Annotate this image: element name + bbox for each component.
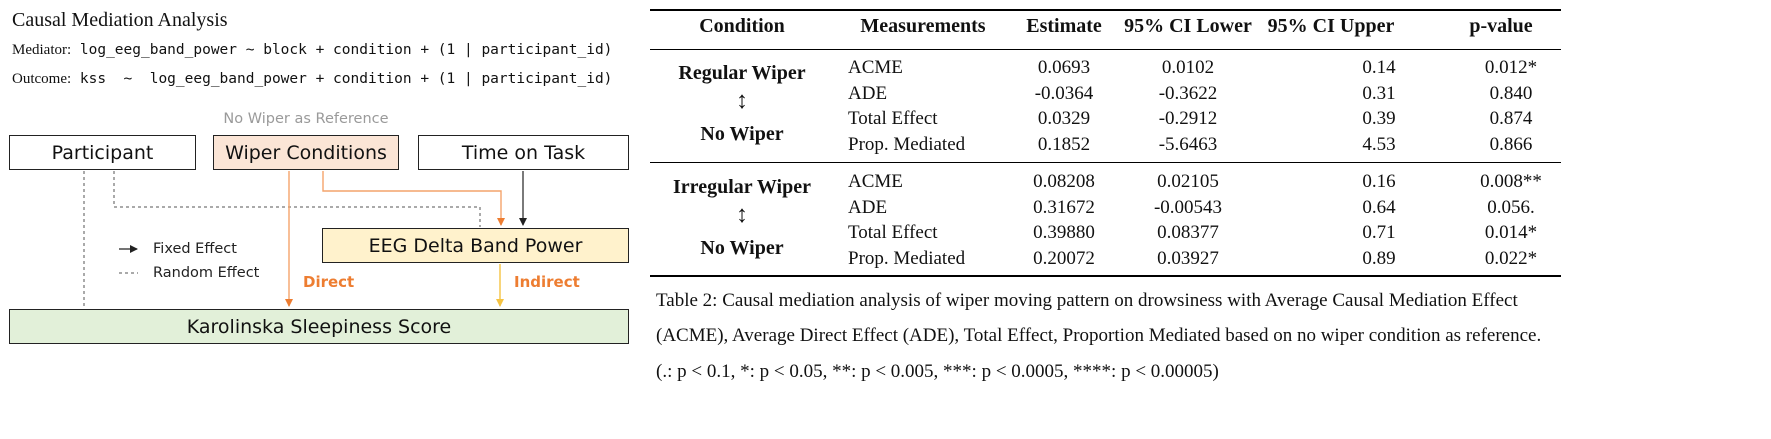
ci-upper-cell: 0.71 (1362, 222, 1396, 243)
causal-diagram-panel: Causal Mediation Analysis Mediator: log_… (0, 0, 640, 439)
p-value-cell: 0.022* (1484, 247, 1538, 269)
diagram-connectors (83, 171, 527, 308)
condition-bottom: No Wiper (700, 123, 784, 145)
ci-lower-cell: 0.0102 (1161, 57, 1215, 78)
ci-upper-cell: 0.39 (1362, 108, 1396, 129)
table-caption-line-1: Table 2: Causal mediation analysis of wi… (656, 290, 1518, 311)
ci-upper-cell: 0.64 (1362, 196, 1396, 218)
column-header: 95% CI Upper (1267, 15, 1395, 37)
estimate-cell: -0.0364 (1034, 82, 1094, 104)
ci-lower-cell: -5.6463 (1158, 133, 1218, 155)
ci-lower-cell: -0.3622 (1158, 82, 1218, 104)
p-value-cell: 0.012* (1484, 57, 1538, 78)
table-group-rule (650, 162, 1561, 163)
ci-upper-cell: 0.14 (1362, 57, 1396, 78)
p-value-cell: 0.056. (1487, 196, 1535, 218)
measurement-label: Total Effect (848, 222, 938, 243)
condition-bottom: No Wiper (700, 237, 784, 259)
table-bottom-rule (650, 275, 1561, 277)
measurement-label: Prop. Mediated (848, 247, 966, 269)
measurement-label: ADE (848, 196, 888, 218)
ci-upper-cell: 0.89 (1362, 247, 1396, 269)
ci-lower-cell: 0.08377 (1157, 222, 1219, 243)
column-header: Measurements (860, 15, 986, 37)
mediator-label: Mediator: (12, 42, 72, 58)
column-header: 95% CI Lower (1124, 15, 1252, 37)
ci-lower-cell: 0.03927 (1157, 247, 1219, 269)
indirect-path-label: Indirect (514, 273, 580, 291)
mediator-formula: Mediator: log_eeg_band_power ~ block + c… (12, 42, 612, 59)
results-table: Condition Measurements Estimate 95% CI Lowe… (650, 9, 1561, 279)
legend-fixed-effect: Fixed Effect (153, 241, 237, 257)
estimate-cell: 0.39880 (1033, 222, 1095, 243)
condition-top: Irregular Wiper (673, 176, 811, 198)
condition-top: Regular Wiper (678, 62, 806, 84)
node-participant: Participant (9, 135, 196, 170)
table-caption-line-2: (ACME), Average Direct Effect (ADE), Tot… (656, 325, 1542, 346)
estimate-cell: 0.08208 (1033, 171, 1095, 192)
estimate-cell: 0.1852 (1037, 133, 1091, 155)
wiper-to-eeg-arrow (322, 171, 505, 226)
mediator-formula-code: log_eeg_band_power ~ block + condition +… (71, 42, 613, 58)
node-eeg-delta-band-power: EEG Delta Band Power (322, 228, 629, 263)
condition-arrow: ↕ (736, 88, 748, 114)
reference-note: No Wiper as Reference (223, 111, 389, 127)
table-caption-line-3: (.: p < 0.1, *: p < 0.05, **: p < 0.005,… (656, 361, 1219, 382)
column-header: Estimate (1026, 15, 1102, 37)
estimate-cell: 0.0693 (1037, 57, 1091, 78)
column-header: Condition (699, 15, 785, 37)
outcome-formula: Outcome: kss ~ log_eeg_band_power + cond… (12, 71, 612, 88)
ci-upper-cell: 0.16 (1362, 171, 1396, 192)
direct-path-label: Direct (303, 273, 355, 291)
measurement-label: ADE (848, 82, 888, 104)
condition-arrow: ↕ (736, 202, 748, 228)
node-time-on-task: Time on Task (418, 135, 629, 170)
random-effect-participant-eeg (113, 171, 481, 227)
estimate-cell: 0.20072 (1033, 247, 1095, 269)
ci-lower-cell: -0.2912 (1158, 108, 1218, 129)
node-karolinska-sleepiness-score: Karolinska Sleepiness Score (9, 309, 629, 344)
ci-lower-cell: 0.02105 (1157, 171, 1219, 192)
node-wiper-conditions: Wiper Conditions (213, 135, 399, 170)
measurement-label: ACME (848, 171, 903, 192)
legend-random-effect: Random Effect (153, 265, 260, 281)
p-value-cell: 0.008** (1480, 171, 1542, 192)
measurement-label: Total Effect (848, 108, 938, 129)
estimate-cell: 0.31672 (1033, 196, 1095, 218)
column-header: p-value (1469, 15, 1533, 37)
measurement-label: ACME (848, 57, 903, 78)
table-header-rule (650, 49, 1561, 50)
p-value-cell: 0.840 (1489, 82, 1533, 104)
outcome-label: Outcome: (12, 71, 72, 87)
p-value-cell: 0.866 (1489, 133, 1533, 155)
estimate-cell: 0.0329 (1037, 108, 1091, 129)
outcome-formula-code: kss ~ log_eeg_band_power + condition + (… (71, 71, 613, 87)
diagram-title: Causal Mediation Analysis (12, 9, 228, 31)
ci-lower-cell: -0.00543 (1153, 196, 1223, 218)
ci-upper-cell: 0.31 (1362, 82, 1396, 104)
measurement-label: Prop. Mediated (848, 133, 966, 155)
ci-upper-cell: 4.53 (1362, 133, 1396, 155)
p-value-cell: 0.014* (1484, 222, 1538, 243)
table-top-rule (650, 9, 1561, 11)
p-value-cell: 0.874 (1489, 108, 1533, 129)
